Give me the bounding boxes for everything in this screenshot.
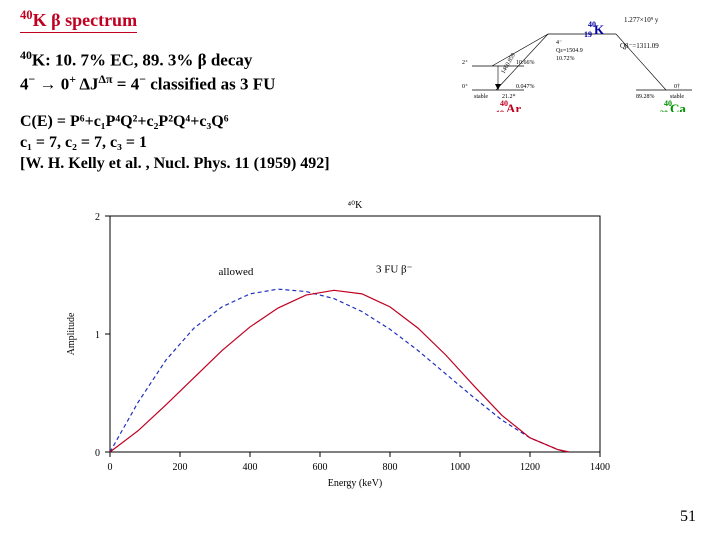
- svg-text:400: 400: [243, 462, 258, 473]
- svg-text:800: 800: [383, 462, 398, 473]
- beta-branch: 89.28%: [636, 94, 655, 100]
- formula-line2: c₁ = 7, c₂ = 7, c₃ = 1: [20, 133, 330, 154]
- formula-line3: [W. H. Kelly et al. , Nucl. Phys. 11 (19…: [20, 154, 330, 175]
- ec-branch2: 0.047%: [516, 84, 535, 90]
- l2-to: 0: [61, 74, 70, 93]
- svg-text:Amplitude: Amplitude: [66, 312, 77, 355]
- qec-4minus: 4⁻: [556, 40, 562, 46]
- l2-from: 4: [20, 74, 29, 93]
- svg-text:200: 200: [173, 462, 188, 473]
- l2-eq: = 4: [113, 74, 140, 93]
- decay-line1-sup: 40: [20, 48, 32, 62]
- ca-stable: stable: [670, 94, 684, 100]
- l2-eq-sup: −: [139, 72, 146, 86]
- l2-dj: Δπ: [99, 72, 113, 86]
- svg-text:1200: 1200: [520, 462, 540, 473]
- decay-description: 40K: 10. 7% EC, 89. 3% β decay 4− → 0+ Δ…: [20, 48, 275, 96]
- qbeta: Qβ⁻=1311.09: [620, 42, 659, 50]
- ec-0plus: 0⁺: [462, 83, 468, 90]
- formula-block: C(E) = P⁶+c₁P⁴Q²+c₂P²Q⁴+c₃Q⁶ c₁ = 7, c₂ …: [20, 112, 330, 174]
- decay-scheme-diagram: 1.277×10⁹ y 4019K 2⁺ 0⁺ 1460.859 stable …: [460, 8, 700, 112]
- daughter-ca: 4020Ca: [660, 99, 686, 112]
- svg-text:3 FU β⁻: 3 FU β⁻: [376, 264, 413, 276]
- l2-arrow: →: [35, 74, 61, 93]
- gamma-energy: 1460.859: [501, 53, 517, 75]
- svg-text:Energy (keV): Energy (keV): [328, 478, 383, 489]
- page-title: 40K β spectrum: [20, 8, 137, 33]
- svg-text:allowed: allowed: [219, 266, 254, 278]
- svg-text:0: 0: [95, 448, 100, 459]
- title-sup: 40: [20, 8, 33, 22]
- l2-tail: classified as 3 FU: [146, 74, 275, 93]
- spectrum-chart: 0 200 400 600 800 1000 1200 1400 0 1 2 Energy (keV)…: [60, 192, 620, 492]
- ec-branch: 10.66%: [516, 60, 535, 66]
- parent-symbol: 4019K: [584, 20, 605, 39]
- svg-text:600: 600: [313, 462, 328, 473]
- svg-text:0: 0: [108, 462, 113, 473]
- qec-pct: 10.72%: [556, 56, 575, 62]
- svg-text:2: 2: [95, 212, 100, 223]
- ec-2plus: 2⁺: [462, 59, 468, 66]
- decay-line1: 40K: 10. 7% EC, 89. 3% β decay: [20, 48, 275, 72]
- halflife-label: 1.277×10⁹ y: [624, 16, 659, 24]
- decay-line1-text: K: 10. 7% EC, 89. 3% β decay: [32, 51, 253, 70]
- svg-text:⁴⁰K: ⁴⁰K: [348, 200, 363, 211]
- ar-stable: stable: [474, 94, 488, 100]
- svg-text:1400: 1400: [590, 462, 610, 473]
- svg-text:1: 1: [95, 330, 100, 341]
- beta-0plus: 0†: [674, 84, 680, 90]
- decay-line2: 4− → 0+ ΔJΔπ = 4− classified as 3 FU: [20, 72, 275, 96]
- daughter-ar: 4018Ar: [496, 99, 521, 112]
- page-number: 51: [680, 508, 696, 526]
- title-text: K β spectrum: [33, 10, 137, 30]
- qec-val: Qε=1504.9: [556, 48, 583, 54]
- svg-text:1000: 1000: [450, 462, 470, 473]
- formula-line1: C(E) = P⁶+c₁P⁴Q²+c₂P²Q⁴+c₃Q⁶: [20, 112, 330, 133]
- l2-mid: ΔJ: [76, 74, 98, 93]
